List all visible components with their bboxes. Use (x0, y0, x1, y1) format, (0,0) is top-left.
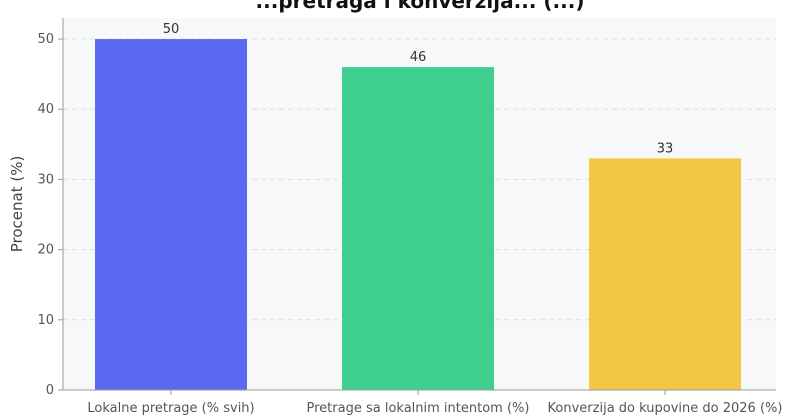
bars: 50 46 33 (95, 22, 741, 390)
y-tick-label: 0 (46, 383, 54, 398)
data-label: 33 (657, 141, 674, 156)
bar (342, 67, 494, 390)
y-tick-label: 30 (37, 172, 54, 187)
x-tick-label: Pretrage sa lokalnim intentom (%) (307, 401, 530, 416)
x-tick-label: Konverzija do kupovine do 2026 (%) (548, 401, 783, 416)
bar (589, 158, 741, 390)
data-label: 50 (163, 22, 180, 37)
bar (95, 39, 247, 390)
x-tick-label: Lokalne pretrage (% svih) (87, 401, 254, 416)
y-tick-label: 20 (37, 243, 54, 258)
y-tick-label: 50 (37, 32, 54, 47)
data-label: 46 (410, 50, 427, 65)
y-axis-label: Procenat (%) (8, 156, 26, 253)
y-tick-label: 10 (37, 313, 54, 328)
chart-title: ...pretraga i konverzija... (...) (256, 0, 585, 13)
x-axis: Lokalne pretrage (% svih) Pretrage sa lok… (63, 389, 783, 416)
y-tick-label: 40 (37, 102, 54, 117)
y-axis: 0 10 20 30 40 50 (37, 18, 64, 398)
